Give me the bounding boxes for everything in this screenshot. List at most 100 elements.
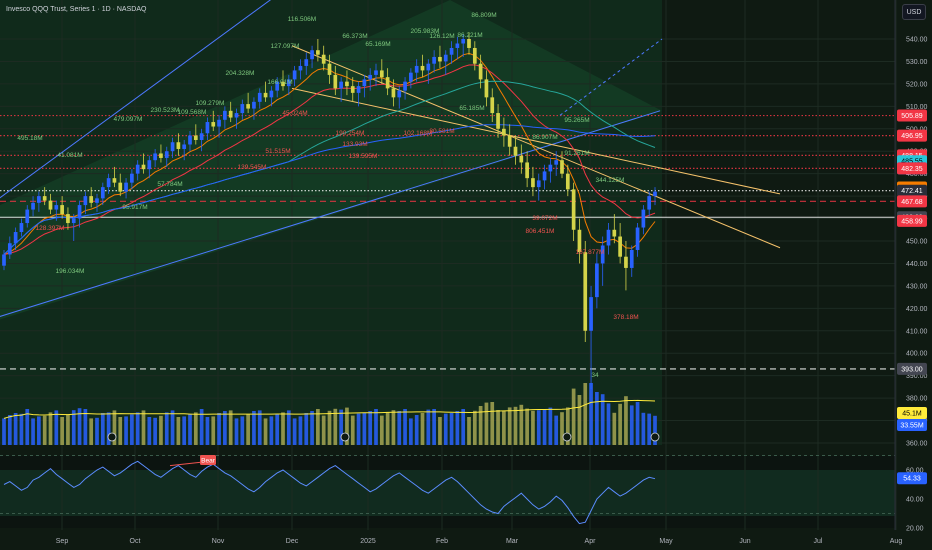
volume-bar-54 (316, 409, 320, 445)
volume-annotation-8: 204.328M (226, 70, 255, 77)
candle-body-13 (77, 205, 82, 219)
volume-bar-57 (333, 408, 338, 445)
candle-body-109 (635, 227, 640, 250)
candle-body-47 (275, 81, 280, 91)
volume-annotation-20: 133.93M (342, 141, 367, 148)
volume-bar-19 (112, 410, 117, 445)
price-tick-360: 360.00 (906, 441, 928, 448)
volume-annotation-24: 65.185M (459, 105, 484, 112)
volume-bar-5 (31, 418, 35, 445)
volume-bar-109 (635, 402, 640, 445)
volume-bar-91 (531, 410, 535, 445)
volume-bar-9 (54, 410, 59, 445)
price-tick-420: 420.00 (906, 306, 928, 313)
candle-body-78 (455, 43, 460, 48)
candle-body-102 (595, 263, 599, 298)
price-tick-450: 450.00 (906, 239, 928, 246)
volume-bar-21 (124, 416, 128, 445)
x-tick-sep: Sep (56, 538, 69, 545)
volume-bar-15 (89, 418, 94, 445)
price-tick-540: 540.00 (906, 37, 928, 44)
candle-body-106 (618, 236, 622, 257)
volume-bar-63 (368, 411, 373, 445)
volume-annotation-12: 109.568M (178, 109, 207, 116)
volume-bar-49 (286, 410, 291, 445)
x-tick-aug: Aug (890, 538, 903, 545)
volume-annotation-23: 80.581M (429, 128, 454, 135)
volume-annotation-31: 128.397M (36, 225, 65, 232)
candle-body-80 (467, 39, 471, 48)
chart-title: Invesco QQQ Trust, Series 1 · 1D · NASDA… (6, 6, 147, 13)
volume-annotation-28: 344.125M (596, 177, 625, 184)
volume-bar-100 (583, 383, 588, 445)
candle-body-4 (25, 209, 30, 224)
volume-bar-78 (455, 411, 460, 445)
volume-bar-35 (205, 417, 210, 445)
volume-bar-64 (374, 409, 378, 445)
volume-annotation-25: 86.907M (532, 134, 557, 141)
volume-annotation-22: 102.168M (404, 130, 433, 137)
rsi-band (0, 470, 895, 516)
candle-body-2 (13, 232, 18, 244)
trend-line-2 (291, 45, 781, 249)
volume-bar-25 (147, 417, 152, 445)
currency-button[interactable]: USD (902, 4, 926, 20)
price-badge-label-11: 393.00 (901, 366, 923, 373)
volume-annotation-0: 116.506M (288, 16, 316, 23)
volume-bar-29 (170, 410, 175, 445)
volume-bar-6 (37, 416, 41, 445)
volume-bar-24 (141, 410, 146, 445)
price-badge-label-10: 458.99 (901, 218, 923, 225)
rsi-current-value: 54.33 (903, 476, 921, 483)
price-tick-530: 530.00 (906, 59, 928, 66)
candle-body-14 (83, 196, 88, 206)
price-tick-390: 390.00 (906, 373, 928, 380)
candle-body-39 (228, 110, 233, 118)
candle-body-32 (188, 135, 192, 145)
volume-bar-93 (542, 409, 547, 445)
volume-bar-106 (618, 403, 622, 445)
volume-bar-72 (420, 413, 425, 445)
price-tick-380: 380.00 (906, 396, 928, 403)
volume-bar-53 (310, 411, 314, 445)
candle-body-54 (316, 50, 320, 55)
volume-bar-98 (571, 388, 576, 445)
volume-bar-0 (2, 418, 6, 445)
candle-body-103 (600, 245, 605, 264)
candle-body-42 (246, 104, 250, 109)
candle-body-28 (164, 151, 169, 158)
volume-bar-17 (100, 413, 105, 445)
candle-body-88 (513, 146, 518, 156)
trend-line-1 (0, 110, 661, 317)
price-badge-0 (897, 109, 927, 122)
volume-annotation-27: 91.261M (564, 150, 589, 157)
volume-bar-43 (252, 411, 256, 445)
price-tick-480: 480.00 (906, 171, 928, 178)
volume-bar-11 (66, 415, 70, 445)
volume-annotation-6: 86.221M (457, 32, 482, 39)
volume-bar-2 (13, 413, 18, 445)
volume-bar-39 (228, 410, 233, 445)
candle-body-64 (374, 70, 378, 75)
volume-annotation-18: 139.545M (238, 164, 267, 171)
candle-body-66 (385, 77, 390, 89)
price-tick-510: 510.00 (906, 104, 928, 111)
volume-bar-40 (234, 418, 239, 445)
candle-body-86 (502, 128, 506, 136)
candle-body-16 (95, 198, 99, 203)
volume-bar-75 (438, 417, 442, 445)
volume-bar-70 (409, 418, 413, 445)
volume-bar-7 (42, 415, 47, 445)
candle-body-31 (182, 144, 187, 149)
volume-bar-12 (71, 410, 76, 445)
candle-body-79 (461, 39, 466, 44)
volume-bar-45 (263, 418, 268, 445)
volume-bar-47 (275, 414, 280, 445)
candle-body-0 (2, 254, 6, 266)
candle-body-52 (304, 59, 309, 66)
candle-body-22 (130, 173, 134, 183)
volume-annotation-21: 139.595M (349, 153, 378, 160)
rsi-tick-60: 60.00 (906, 468, 924, 475)
volume-bar-18 (106, 412, 111, 445)
